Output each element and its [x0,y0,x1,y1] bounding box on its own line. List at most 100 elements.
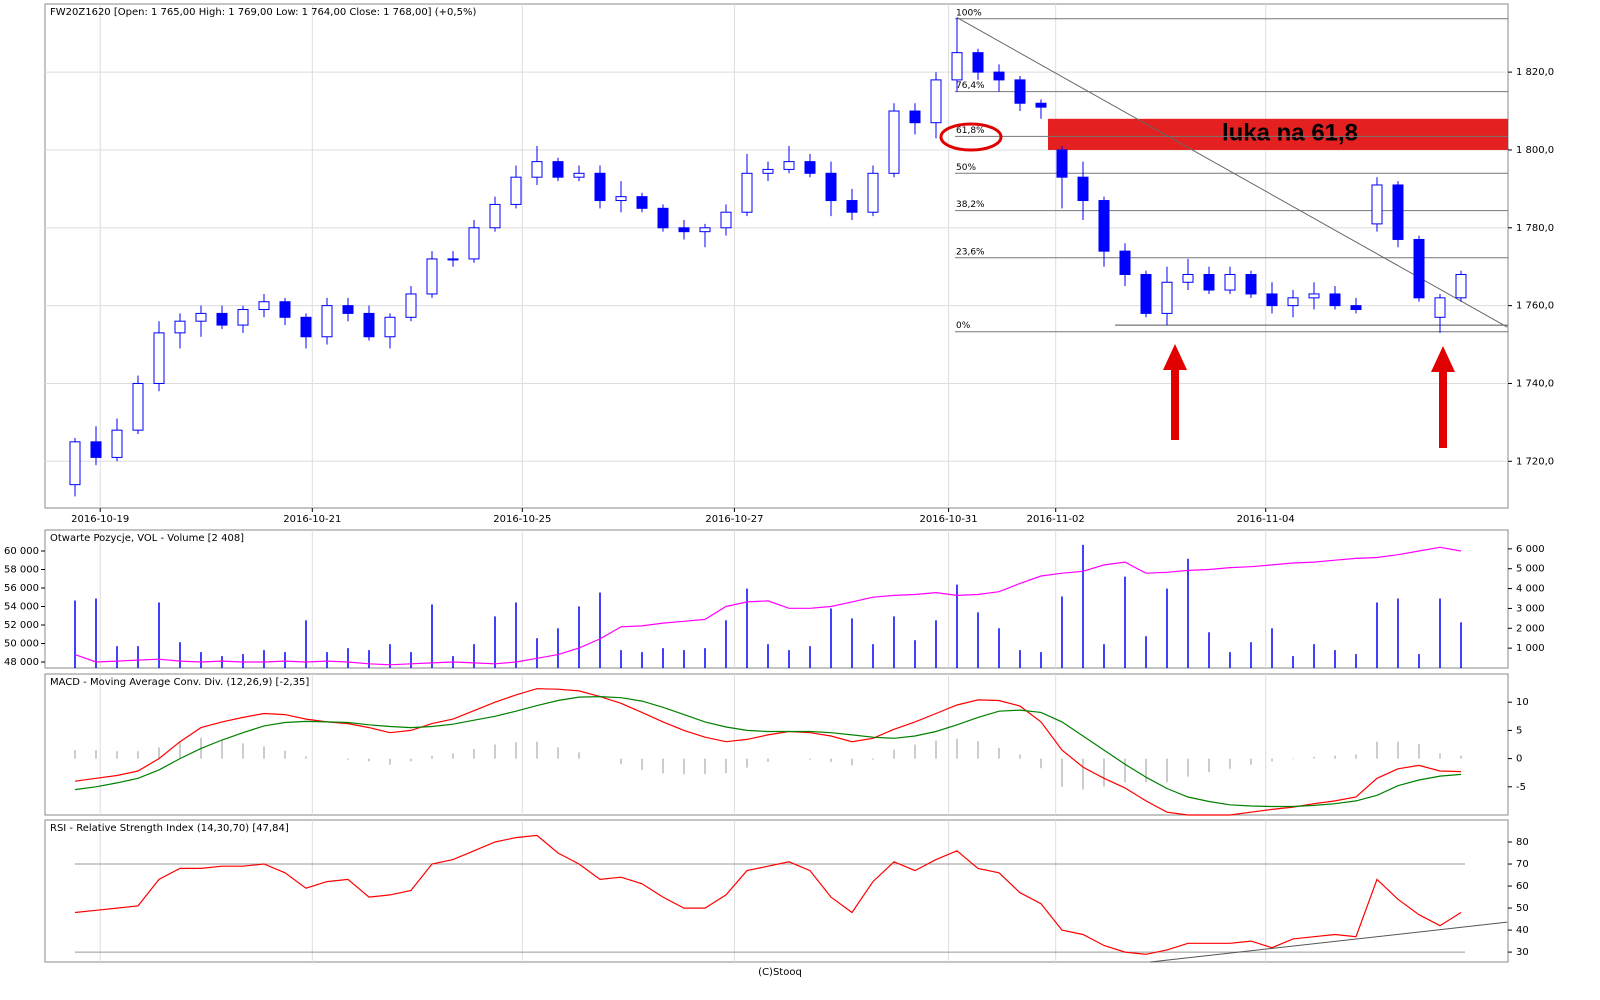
candle-body [678,227,690,233]
candle-body [279,301,291,318]
x-tick-label: 2016-10-31 [920,514,978,525]
y-tick-label: 50 [1516,903,1529,914]
candle-body [90,441,102,458]
arrow-head [1431,346,1455,372]
y-tick-label: 52 000 [4,620,39,631]
volume-panel [44,529,1509,669]
candle-body [468,227,480,260]
fib-label: 38,2% [956,200,985,210]
candle-body [762,168,774,174]
candle-body [657,207,669,229]
candle-body [1182,273,1194,283]
candle-body [699,227,711,233]
candle-body [888,110,900,174]
y-tick-label: 1 760,0 [1516,301,1554,312]
arrow-shaft [1439,370,1447,448]
candle-body [1350,305,1362,311]
y-tick-label: 1 720,0 [1516,456,1554,467]
candle-body [174,320,186,334]
candle-body [909,110,921,124]
y-tick-label: 56 000 [4,583,39,594]
candle-body [195,312,207,322]
macd-line [74,695,1462,808]
candle-body [216,312,228,326]
y-tick-label: 1 820,0 [1516,67,1554,78]
y-tick-label: 54 000 [4,601,39,612]
candle-body [1140,273,1152,314]
y-tick-label: 1 740,0 [1516,378,1554,389]
footer: (C)Stooq [758,967,802,978]
y-tick-label: -5 [1516,782,1526,793]
candle-body [321,305,333,338]
candle-body [573,172,585,178]
fib-label: 50% [956,163,976,173]
candle-body [972,52,984,73]
y-tick-label: 48 000 [4,657,39,668]
macd-panel [44,673,1509,816]
candle-body [636,196,648,209]
fib-label: 23,6% [956,247,985,257]
candle-body [783,161,795,170]
candle-body [1224,273,1236,291]
candle-body [300,316,312,338]
candle-body [1287,297,1299,307]
macd-line [74,688,1462,816]
candle-body [825,172,837,202]
candle-body [384,316,396,338]
candle-body [552,161,564,178]
fib-label: 0% [956,321,971,331]
y-tick-label: 80 [1516,837,1529,848]
candle-body [1077,176,1089,202]
highlight-ellipse [939,122,1003,152]
y-tick-label: 70 [1516,859,1529,870]
candle-body [1266,293,1278,307]
candle-body [1056,149,1068,178]
x-tick-label: 2016-10-27 [705,514,763,525]
candle-body [1392,184,1404,240]
x-tick-label: 2016-10-19 [71,514,129,525]
y-tick-label: 2 000 [1516,623,1545,634]
y-tick-label: 0 [1516,754,1522,765]
candle-body [1203,273,1215,291]
price-panel [44,3,1509,509]
candle-body [804,161,816,174]
y-tick-label: 60 [1516,881,1529,892]
gap-band [1048,118,1508,150]
y-tick-label: 1 000 [1516,643,1545,654]
x-tick-label: 2016-10-21 [283,514,341,525]
candle-body [237,309,249,326]
candle-body [993,71,1005,81]
arrows [1163,344,1455,448]
candle-body [447,258,459,261]
x-tick-label: 2016-10-25 [493,514,551,525]
candle-body [1413,238,1425,299]
candle-body [132,382,144,431]
rsi-panel [44,819,1509,963]
open-interest-line [74,546,1462,666]
y-tick-label: 50 000 [4,638,39,649]
y-tick-label: 40 [1516,925,1529,936]
candle-body [1455,273,1467,299]
candle-body [720,211,732,229]
y-tick-label: 60 000 [4,546,39,557]
candle-body [1308,293,1320,299]
candle-body [1245,273,1257,295]
y-tick-label: 1 800,0 [1516,145,1554,156]
panel-title: RSI - Relative Strength Index (14,30,70)… [50,823,289,834]
candle-body [69,441,81,486]
panel-title: MACD - Moving Average Conv. Div. (12,26,… [50,677,309,688]
candle-body [1035,102,1047,108]
gap-label: luka na 61,8 [1222,120,1358,147]
candle-body [594,172,606,202]
trendline [1150,921,1508,963]
y-tick-label: 5 000 [1516,564,1545,575]
x-tick-label: 2016-11-02 [1027,514,1085,525]
candle-body [930,79,942,124]
y-tick-label: 30 [1516,947,1529,958]
candle-body [426,258,438,295]
panel-title: Otwarte Pozycje, VOL - Volume [2 408] [50,533,244,544]
panel-title: FW20Z1620 [Open: 1 765,00 High: 1 769,00… [50,7,476,18]
y-tick-label: 6 000 [1516,544,1545,555]
candle-body [1434,297,1446,318]
